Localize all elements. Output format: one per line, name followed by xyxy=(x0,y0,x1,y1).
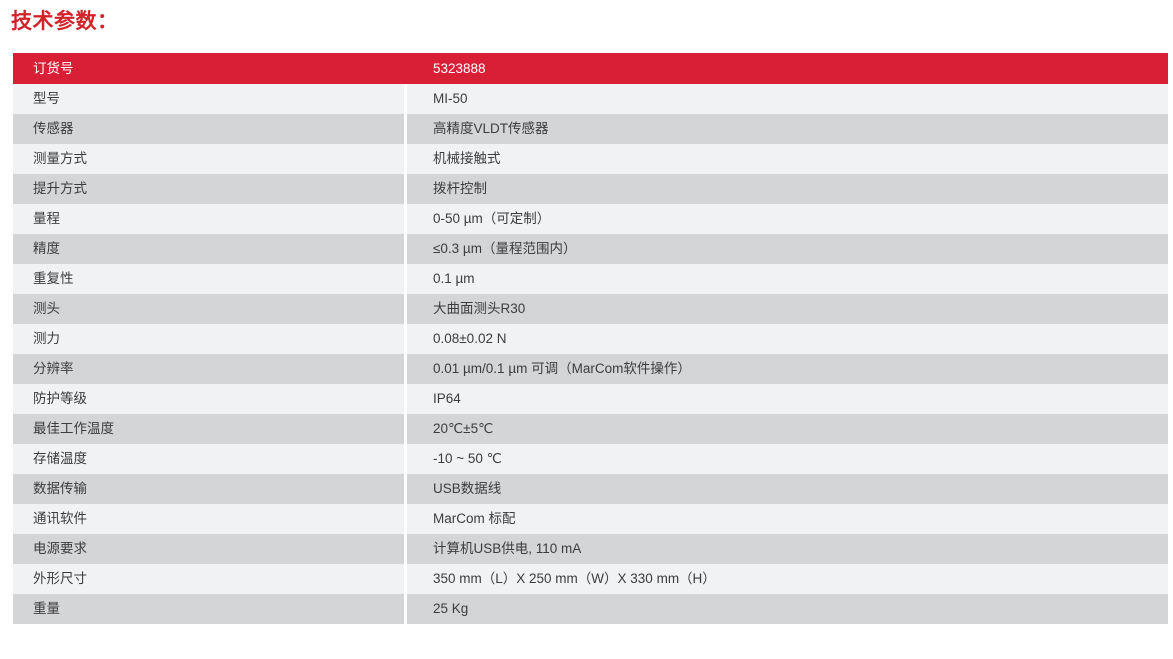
column-divider xyxy=(404,474,407,504)
spec-label-cell: 数据传输 xyxy=(13,474,404,504)
spec-value-cell: 5323888 xyxy=(407,53,1168,84)
column-divider xyxy=(404,414,407,444)
spec-label-cell: 防护等级 xyxy=(13,384,404,414)
spec-value-cell: 机械接触式 xyxy=(407,144,1168,174)
column-divider xyxy=(404,53,407,84)
column-divider xyxy=(404,354,407,384)
column-divider xyxy=(404,84,407,114)
spec-label-cell: 测头 xyxy=(13,294,404,324)
table-row: 量程 0-50 µm（可定制） xyxy=(13,204,1168,234)
table-row: 最佳工作温度 20℃±5℃ xyxy=(13,414,1168,444)
spec-label-cell: 测力 xyxy=(13,324,404,354)
spec-label-cell: 提升方式 xyxy=(13,174,404,204)
specifications-table-body: 订货号 5323888 型号 MI-50 传感器 高精度VLDT传感器 测量方式 机械接触式提… xyxy=(13,53,1168,624)
column-divider xyxy=(404,384,407,414)
spec-label-cell: 型号 xyxy=(13,84,404,114)
table-row: 通讯软件 MarCom 标配 xyxy=(13,504,1168,534)
table-row: 测量方式 机械接触式 xyxy=(13,144,1168,174)
spec-label-cell: 通讯软件 xyxy=(13,504,404,534)
column-divider xyxy=(404,264,407,294)
column-divider xyxy=(404,504,407,534)
column-divider xyxy=(404,114,407,144)
spec-value-cell: USB数据线 xyxy=(407,474,1168,504)
spec-label-cell: 存储温度 xyxy=(13,444,404,474)
column-divider xyxy=(404,324,407,354)
column-divider xyxy=(404,444,407,474)
spec-value-cell: MI-50 xyxy=(407,84,1168,114)
column-divider xyxy=(404,294,407,324)
column-divider xyxy=(404,234,407,264)
spec-label-cell: 最佳工作温度 xyxy=(13,414,404,444)
spec-value-cell: 0.01 µm/0.1 µm 可调（MarCom软件操作） xyxy=(407,354,1168,384)
spec-value-cell: 计算机USB供电, 110 mA xyxy=(407,534,1168,564)
spec-value-cell: 0.08±0.02 N xyxy=(407,324,1168,354)
table-header-row: 订货号 5323888 xyxy=(13,53,1168,84)
column-divider xyxy=(404,204,407,234)
spec-label-cell: 测量方式 xyxy=(13,144,404,174)
spec-value-cell: 25 Kg xyxy=(407,594,1168,624)
table-row: 传感器 高精度VLDT传感器 xyxy=(13,114,1168,144)
spec-value-cell: 拨杆控制 xyxy=(407,174,1168,204)
table-row: 分辨率 0.01 µm/0.1 µm 可调（MarCom软件操作） xyxy=(13,354,1168,384)
table-row: 型号 MI-50 xyxy=(13,84,1168,114)
spec-label-cell: 订货号 xyxy=(13,53,404,84)
column-divider xyxy=(404,594,407,624)
spec-value-cell: 0-50 µm（可定制） xyxy=(407,204,1168,234)
table-row: 重量 25 Kg xyxy=(13,594,1168,624)
spec-value-cell: -10 ~ 50 ℃ xyxy=(407,444,1168,474)
spec-value-cell: 0.1 µm xyxy=(407,264,1168,294)
table-row: 防护等级 IP64 xyxy=(13,384,1168,414)
spec-label-cell: 外形尺寸 xyxy=(13,564,404,594)
spec-label-cell: 量程 xyxy=(13,204,404,234)
table-row: 数据传输 USB数据线 xyxy=(13,474,1168,504)
table-row: 电源要求 计算机USB供电, 110 mA xyxy=(13,534,1168,564)
spec-value-cell: 20℃±5℃ xyxy=(407,414,1168,444)
spec-label-cell: 分辨率 xyxy=(13,354,404,384)
spec-value-cell: IP64 xyxy=(407,384,1168,414)
table-row: 外形尺寸 350 mm（L）X 250 mm（W）X 330 mm（H） xyxy=(13,564,1168,594)
spec-label-cell: 电源要求 xyxy=(13,534,404,564)
column-divider xyxy=(404,564,407,594)
table-row: 精度 ≤0.3 µm（量程范围内） xyxy=(13,234,1168,264)
column-divider xyxy=(404,174,407,204)
spec-value-cell: 大曲面测头R30 xyxy=(407,294,1168,324)
table-row: 存储温度 -10 ~ 50 ℃ xyxy=(13,444,1168,474)
spec-label-cell: 重量 xyxy=(13,594,404,624)
spec-value-cell: MarCom 标配 xyxy=(407,504,1168,534)
spec-value-cell: 高精度VLDT传感器 xyxy=(407,114,1168,144)
specifications-table: 订货号 5323888 型号 MI-50 传感器 高精度VLDT传感器 测量方式 机械接触式提… xyxy=(13,53,1168,624)
spec-label-cell: 精度 xyxy=(13,234,404,264)
column-divider xyxy=(404,144,407,174)
spec-label-cell: 重复性 xyxy=(13,264,404,294)
table-row: 测头 大曲面测头R30 xyxy=(13,294,1168,324)
page-title: 技术参数： xyxy=(11,10,119,33)
spec-value-cell: ≤0.3 µm（量程范围内） xyxy=(407,234,1168,264)
spec-value-cell: 350 mm（L）X 250 mm（W）X 330 mm（H） xyxy=(407,564,1168,594)
column-divider xyxy=(404,534,407,564)
table-row: 测力 0.08±0.02 N xyxy=(13,324,1168,354)
table-row: 提升方式 拨杆控制 xyxy=(13,174,1168,204)
spec-label-cell: 传感器 xyxy=(13,114,404,144)
table-row: 重复性 0.1 µm xyxy=(13,264,1168,294)
